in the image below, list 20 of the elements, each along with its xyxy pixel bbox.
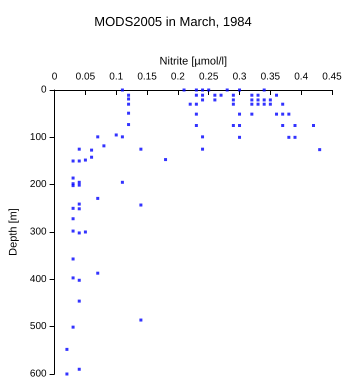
y-axis-title: Depth [m]	[8, 208, 20, 256]
x-tick-label: 0.4	[294, 72, 309, 82]
y-tick-label: 100	[30, 132, 48, 143]
x-tick-label: 0.1	[109, 72, 124, 82]
x-tick-label: 0.3	[232, 72, 247, 82]
chart-title: MODS2005 in March, 1984	[94, 14, 252, 29]
x-tick-label: 0.25	[198, 72, 219, 82]
y-tick-label: 200	[30, 179, 48, 190]
y-tick-label: 0	[41, 84, 48, 96]
x-tick-label: 0.15	[137, 72, 158, 82]
x-tick-label: 0	[52, 72, 58, 82]
x-tick-label: 0.2	[170, 72, 186, 82]
y-tick-label: 300	[30, 226, 48, 238]
x-tick-label: 0.45	[322, 72, 342, 82]
x-tick-label: 0.35	[260, 72, 281, 82]
y-tick-label: 400	[30, 274, 48, 285]
x-axis-title: Nitrite [µmol/l]	[160, 56, 228, 68]
x-tick-label: 0.05	[76, 72, 96, 82]
y-tick-label: 500	[30, 321, 48, 332]
y-tick-label: 600	[30, 368, 48, 380]
